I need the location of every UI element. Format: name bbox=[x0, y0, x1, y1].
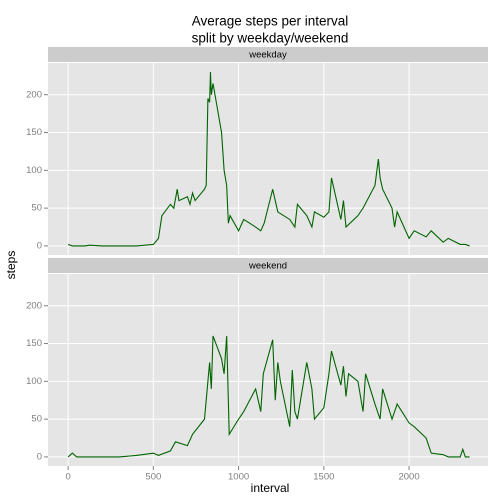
x-axis-label: interval bbox=[251, 481, 290, 495]
y-tick-label: 100 bbox=[26, 376, 42, 387]
y-tick-label: 100 bbox=[26, 165, 42, 176]
y-tick-label: 0 bbox=[37, 240, 42, 251]
y-tick-label: 50 bbox=[31, 203, 42, 214]
x-tick-label: 2000 bbox=[398, 472, 419, 483]
y-tick-label: 200 bbox=[26, 89, 42, 100]
strip bbox=[48, 47, 488, 62]
x-tick-label: 0 bbox=[65, 472, 70, 483]
strip-label: weekday bbox=[248, 50, 287, 61]
data-line bbox=[67, 72, 470, 247]
y-tick-label: 150 bbox=[26, 338, 42, 349]
x-tick-label: 1000 bbox=[228, 472, 249, 483]
x-tick-label: 1500 bbox=[313, 472, 334, 483]
x-tick-label: 500 bbox=[145, 472, 161, 483]
y-axis-label: steps bbox=[4, 251, 18, 280]
y-tick-label: 200 bbox=[26, 300, 42, 311]
chart-title: Average steps per interval bbox=[192, 14, 349, 29]
data-line bbox=[67, 335, 470, 458]
y-tick-label: 150 bbox=[26, 127, 42, 138]
panel bbox=[48, 274, 488, 466]
strip-label: weekend bbox=[248, 261, 287, 272]
strip bbox=[48, 258, 488, 273]
y-tick-label: 50 bbox=[31, 414, 42, 425]
panel bbox=[48, 63, 488, 255]
chart-title: split by weekday/weekend bbox=[192, 31, 349, 46]
y-tick-label: 0 bbox=[37, 451, 42, 462]
